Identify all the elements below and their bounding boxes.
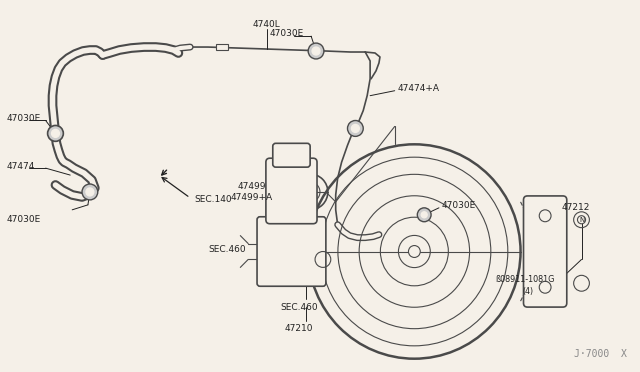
Circle shape	[82, 184, 98, 200]
FancyBboxPatch shape	[524, 196, 567, 307]
Text: 47499+A: 47499+A	[230, 193, 273, 202]
Text: 47030E: 47030E	[6, 114, 40, 123]
Text: 4740L: 4740L	[252, 20, 280, 29]
Circle shape	[312, 47, 320, 55]
Circle shape	[421, 212, 427, 218]
Text: N: N	[579, 217, 584, 223]
Bar	[216, 44, 228, 50]
Circle shape	[52, 129, 60, 137]
Circle shape	[306, 188, 314, 196]
Circle shape	[417, 208, 431, 222]
Text: 47474: 47474	[6, 162, 35, 171]
Text: 47030E: 47030E	[442, 201, 476, 210]
FancyBboxPatch shape	[266, 158, 317, 224]
Circle shape	[410, 247, 419, 256]
Circle shape	[86, 188, 94, 196]
FancyBboxPatch shape	[273, 143, 310, 167]
Text: SEC.460: SEC.460	[208, 245, 246, 254]
Text: ß08911-1081G: ß08911-1081G	[495, 275, 554, 284]
Text: J·7000  X: J·7000 X	[573, 349, 627, 359]
Circle shape	[47, 125, 63, 141]
Circle shape	[348, 121, 364, 137]
Circle shape	[287, 188, 294, 196]
Circle shape	[351, 125, 359, 132]
Text: (4): (4)	[522, 287, 534, 296]
Text: SEC.460: SEC.460	[280, 302, 318, 312]
Text: 47474+A: 47474+A	[397, 84, 440, 93]
FancyBboxPatch shape	[257, 217, 326, 286]
Text: 47030E: 47030E	[6, 215, 40, 224]
Text: 47210: 47210	[285, 324, 313, 333]
Text: 47030E: 47030E	[270, 29, 304, 38]
Text: SEC.140: SEC.140	[194, 195, 232, 204]
Text: 47212: 47212	[562, 203, 590, 212]
Text: 47499: 47499	[237, 182, 266, 190]
Circle shape	[308, 43, 324, 59]
Circle shape	[408, 246, 420, 257]
